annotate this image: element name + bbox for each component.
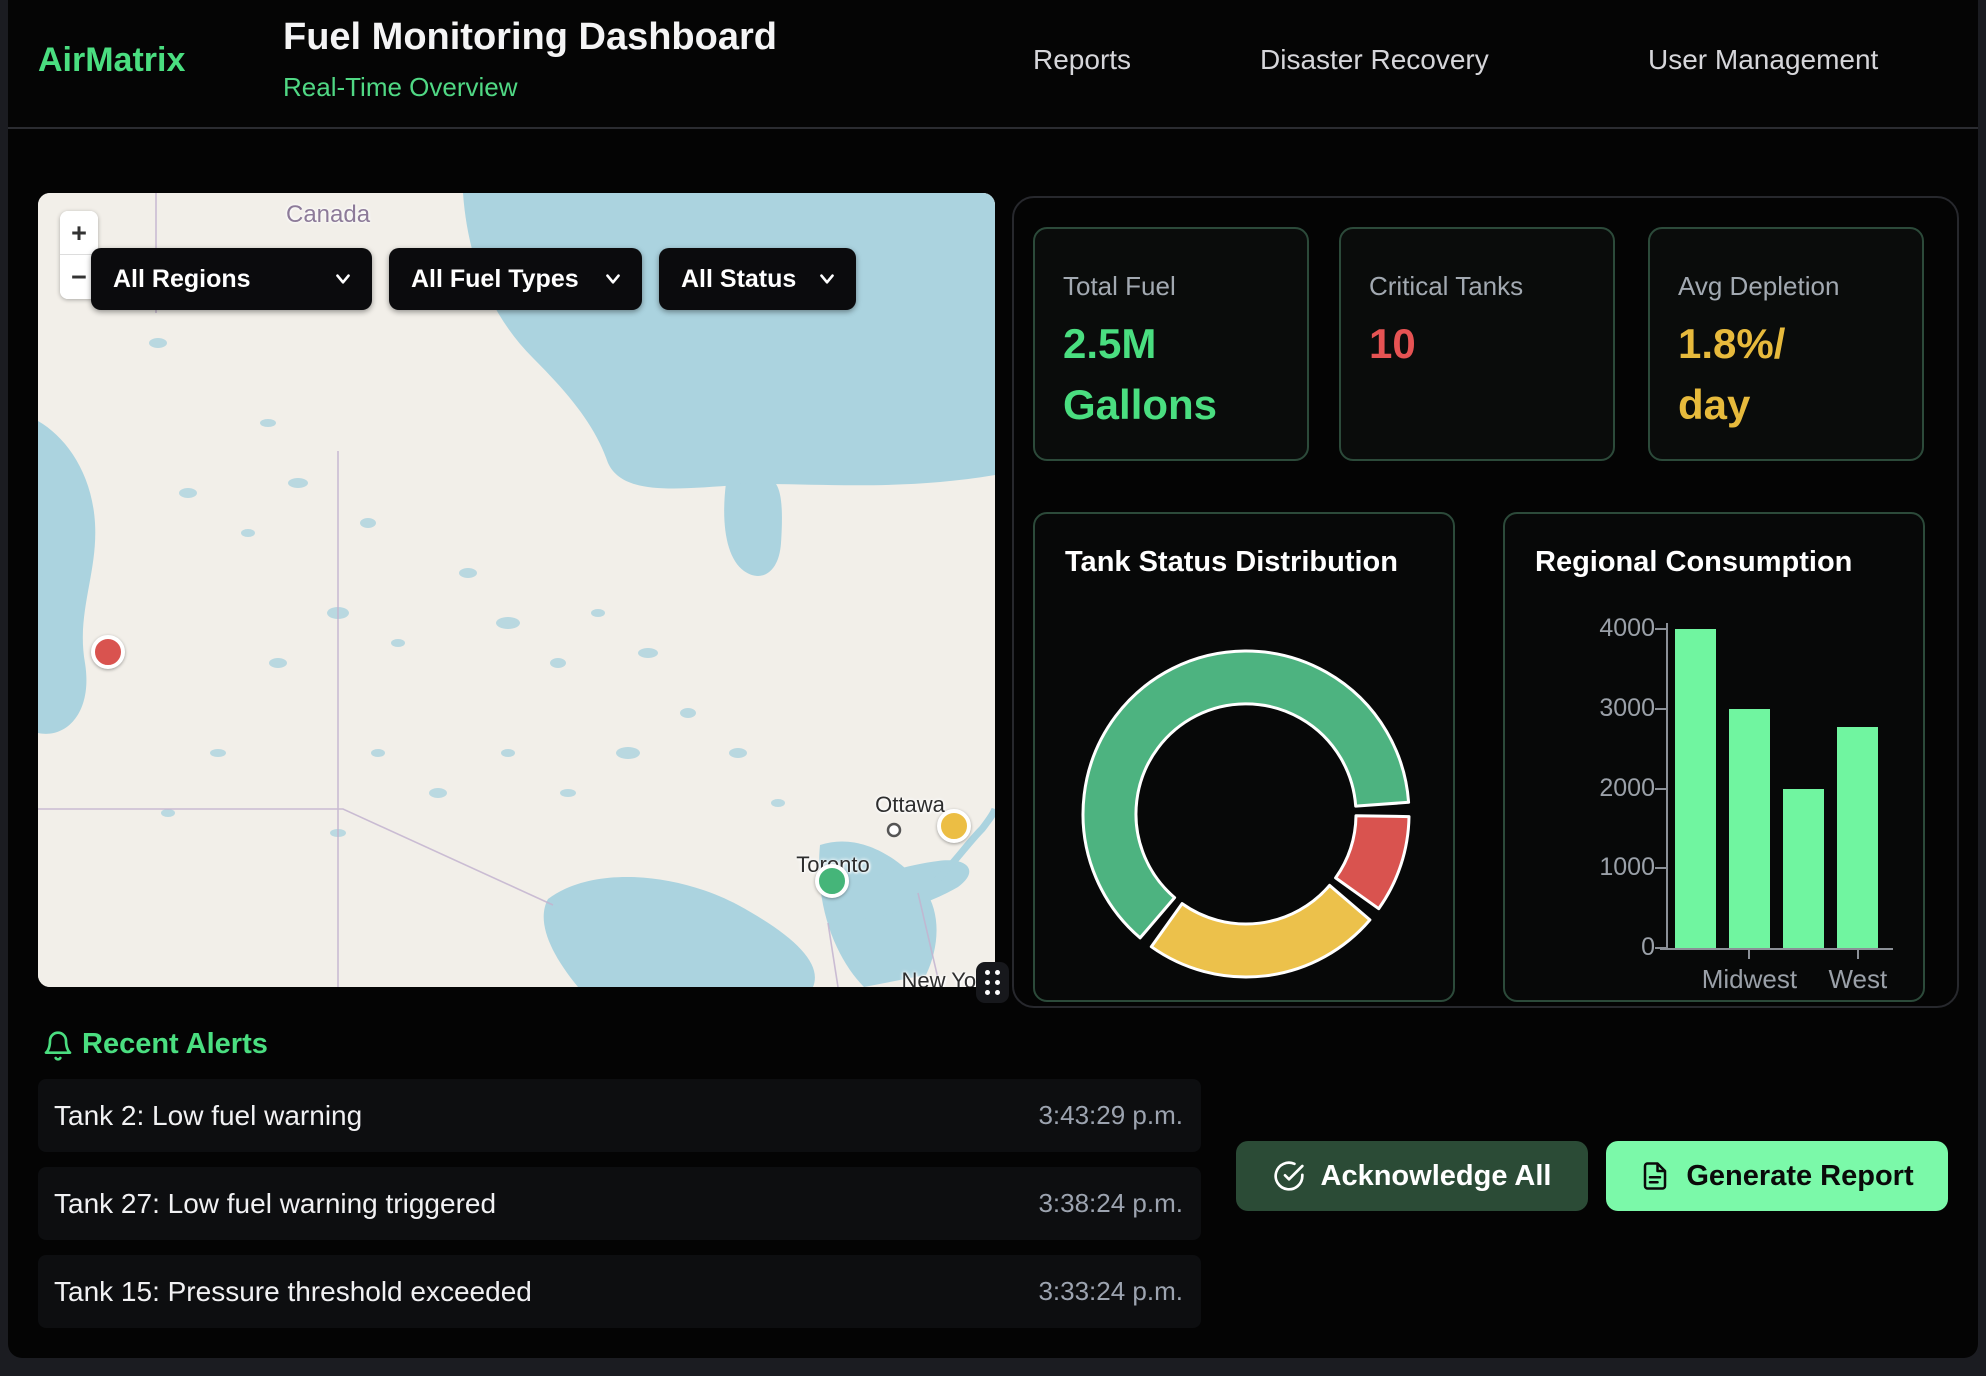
map-panel[interactable]: Canada OttawaTorontoNew York + − All Reg…	[38, 193, 995, 987]
zoom-in-button[interactable]: +	[60, 211, 98, 255]
map-small-lakes	[38, 248, 785, 837]
stat-label: Critical Tanks	[1369, 271, 1524, 301]
alert-row[interactable]: Tank 15: Pressure threshold exceeded 3:33…	[38, 1255, 1201, 1328]
ottawa-town-dot	[886, 822, 902, 838]
check-circle-icon	[1273, 1161, 1304, 1191]
chevron-down-icon	[336, 274, 350, 284]
y-tick-mark	[1655, 867, 1666, 870]
chevron-down-icon	[820, 274, 834, 284]
alert-message: Tank 2: Low fuel warning	[54, 1099, 363, 1131]
y-tick-mark	[1655, 947, 1666, 949]
stat-value-critical-tanks: 10	[1369, 320, 1416, 367]
page-title: Fuel Monitoring Dashboard	[283, 16, 777, 58]
map-label-canada: Canada	[286, 201, 371, 228]
y-tick-mark	[1655, 628, 1666, 630]
map-water-james-bay	[724, 483, 782, 576]
tank-status-card: Tank Status Distribution	[1033, 512, 1455, 1002]
chart-title: Tank Status Distribution	[1065, 546, 1398, 578]
map-city-label-new-york: New York	[901, 968, 995, 987]
bar	[1674, 629, 1716, 948]
page-subtitle: Real-Time Overview	[283, 72, 518, 102]
stat-value-total-fuel: 2.5M Gallons	[1063, 320, 1218, 428]
bar	[1837, 726, 1879, 948]
right-panel: Total Fuel 2.5M Gallons Critical Tanks 10…	[1012, 196, 1959, 1008]
regional-consumption-bar-chart: 0 1000 2000 3000 4000 Midwest West	[1505, 514, 1923, 1000]
app-window: AirMatrix Fuel Monitoring Dashboard Real…	[8, 0, 1978, 1358]
region-filter-value: All Regions	[113, 264, 251, 293]
bar	[1728, 708, 1770, 949]
fuel-type-filter-value: All Fuel Types	[411, 264, 579, 293]
generate-report-button[interactable]: Generate Report	[1606, 1141, 1948, 1211]
donut-segment-warning	[1149, 883, 1372, 979]
alert-list: Tank 2: Low fuel warning 3:43:29 p.m. Tank…	[38, 1079, 1201, 1343]
alert-time: 3:38:24 p.m.	[1038, 1188, 1183, 1218]
stat-value-avg-depletion: 1.8%/day	[1678, 320, 1786, 428]
y-axis-line	[1666, 623, 1668, 950]
y-tick-mark	[1655, 787, 1666, 790]
nav-user-management[interactable]: User Management	[1648, 44, 1879, 75]
stat-label: Total Fuel	[1063, 271, 1176, 301]
map-borders	[38, 193, 941, 987]
donut-segment-normal	[1081, 649, 1411, 940]
nav-disaster-recovery[interactable]: Disaster Recovery	[1260, 44, 1489, 75]
stat-card-avg-depletion: Avg Depletion 1.8%/day	[1648, 227, 1924, 461]
status-filter-select[interactable]: All Status	[659, 248, 856, 310]
bar	[1783, 788, 1825, 948]
acknowledge-all-button[interactable]: Acknowledge All	[1236, 1141, 1588, 1211]
fuel-type-filter-select[interactable]: All Fuel Types	[389, 248, 642, 310]
nav-reports[interactable]: Reports	[1033, 44, 1132, 75]
alert-row[interactable]: Tank 27: Low fuel warning triggered 3:38:…	[38, 1167, 1201, 1240]
map-water-lake-winnipeg	[38, 421, 96, 734]
x-tick-label: Midwest	[1701, 964, 1798, 994]
alerts-section-title: Recent Alerts	[82, 1028, 268, 1060]
x-axis-line	[1660, 948, 1893, 950]
map-canvas	[38, 193, 995, 987]
bell-icon	[44, 1031, 72, 1061]
region-filter-select[interactable]: All Regions	[91, 248, 372, 310]
y-tick-mark	[1655, 707, 1666, 710]
alert-time: 3:43:29 p.m.	[1038, 1100, 1183, 1130]
map-water-lake-ontario	[826, 860, 970, 920]
alert-message: Tank 15: Pressure threshold exceeded	[54, 1275, 532, 1307]
resize-grip-icon[interactable]	[976, 962, 1009, 1003]
y-tick-label: 1000	[1599, 853, 1655, 882]
map-water-lake-superior	[543, 876, 815, 987]
acknowledge-all-label: Acknowledge All	[1320, 1159, 1552, 1192]
y-tick-label: 2000	[1599, 773, 1655, 802]
chart-title: Regional Consumption	[1535, 546, 1853, 578]
alert-message: Tank 27: Low fuel warning triggered	[54, 1187, 497, 1219]
y-tick-label: 0	[1641, 933, 1655, 961]
chevron-down-icon	[606, 274, 620, 284]
map-marker-critical[interactable]	[91, 635, 125, 669]
map-water-st-lawrence	[933, 807, 995, 884]
map-marker-warning[interactable]	[937, 809, 971, 843]
generate-report-label: Generate Report	[1686, 1159, 1914, 1192]
file-text-icon	[1644, 1162, 1667, 1190]
y-tick-label: 4000	[1599, 614, 1655, 642]
x-tick-mark	[1748, 950, 1751, 959]
map-city-label-ottawa: Ottawa	[875, 792, 945, 817]
app-header: AirMatrix Fuel Monitoring Dashboard Real…	[8, 0, 1978, 129]
map-marker-normal[interactable]	[815, 864, 849, 898]
stat-card-critical-tanks: Critical Tanks 10	[1339, 227, 1615, 461]
x-tick-label: West	[1828, 964, 1888, 994]
x-tick-mark	[1856, 950, 1859, 959]
app-logo[interactable]: AirMatrix	[38, 41, 186, 79]
regional-consumption-card: Regional Consumption 0 1000 2000 3000 4000 Mi…	[1503, 512, 1925, 1002]
stat-card-total-fuel: Total Fuel 2.5M Gallons	[1033, 227, 1309, 461]
alert-row[interactable]: Tank 2: Low fuel warning 3:43:29 p.m.	[38, 1079, 1201, 1152]
donut-segment-critical	[1334, 814, 1411, 911]
y-tick-label: 3000	[1599, 693, 1655, 722]
status-filter-value: All Status	[681, 264, 797, 293]
alert-time: 3:33:24 p.m.	[1038, 1276, 1183, 1306]
stat-label: Avg Depletion	[1678, 271, 1840, 301]
tank-status-donut-chart	[1081, 649, 1411, 979]
